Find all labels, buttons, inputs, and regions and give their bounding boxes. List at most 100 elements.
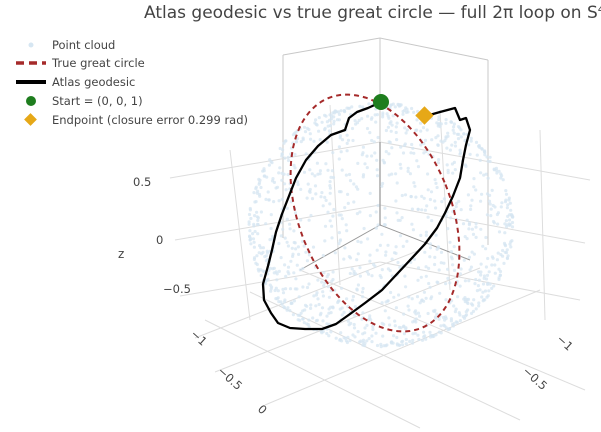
legend-item-true-great-circle[interactable]: True great circle [16,56,145,70]
cloud-point [396,260,400,265]
cloud-point [446,267,450,271]
cloud-point [328,184,332,188]
cloud-point [337,112,341,116]
cloud-point [507,223,511,227]
cloud-point [305,285,310,290]
cloud-point [307,189,311,193]
cloud-point [411,320,415,324]
cloud-point [471,309,476,313]
cloud-point [343,246,347,250]
cloud-point [422,290,426,294]
cloud-point [402,332,406,336]
cloud-point [401,244,405,248]
cloud-point [266,190,270,194]
cloud-point [464,164,468,168]
cloud-point [353,305,357,309]
cloud-point [252,245,256,249]
cloud-point [411,338,415,342]
cloud-point [384,250,388,254]
cloud-point [351,298,355,302]
cloud-point [365,339,369,343]
legend-item-endpoint[interactable]: Endpoint (closure error 0.299 rad) [24,113,248,127]
cloud-point [307,253,311,257]
cloud-point [428,242,432,246]
cloud-point [293,287,297,291]
legend-item-atlas-geodesic[interactable]: Atlas geodesic [16,75,135,89]
cloud-point [328,202,332,206]
cloud-point [301,136,305,140]
cloud-point [387,316,391,320]
cloud-point [419,275,423,279]
cloud-point [418,314,422,318]
cloud-point [375,113,379,117]
cloud-point [361,145,365,149]
cloud-point [411,146,415,150]
series-line-true-great-circle [289,93,461,333]
cloud-point [261,246,265,250]
cloud-point [480,192,484,196]
cloud-point [375,248,379,252]
cloud-point [360,290,365,294]
cloud-point [311,316,315,320]
cloud-point [277,300,281,304]
cloud-point [474,140,479,144]
cloud-point [302,125,307,129]
cloud-point [401,339,405,343]
cloud-point [499,205,503,209]
cloud-point [365,154,369,158]
cloud-point [383,206,387,210]
legend-item-point-cloud[interactable]: Point cloud [28,38,116,52]
cloud-point [509,245,513,249]
cloud-point [282,172,286,176]
point-cloud [247,101,515,349]
cloud-point [308,132,312,136]
cloud-point [381,334,385,338]
cloud-point [403,142,407,146]
cloud-point [318,313,322,317]
marker-endpoint [415,106,434,125]
cloud-point [276,289,280,293]
cloud-point [394,125,398,129]
cloud-point [275,297,279,301]
cloud-point [329,305,333,309]
cloud-point [354,185,358,189]
cloud-point [280,302,284,306]
cloud-point [424,337,428,341]
cloud-point [291,133,295,137]
cloud-point [363,331,367,335]
cloud-point [433,315,438,319]
cloud-point [416,333,420,337]
cloud-point [376,223,380,227]
cloud-point [426,215,430,219]
cloud-point [368,259,372,263]
cloud-point [475,289,479,293]
cloud-point [288,222,292,226]
cloud-point [474,222,478,226]
cloud-point [489,207,493,211]
cloud-point [271,234,275,238]
cloud-point [283,263,287,267]
chart-title: Atlas geodesic vs true great circle — fu… [144,3,601,23]
cloud-point [390,123,394,127]
cloud-point [477,278,481,282]
cloud-point [337,242,341,246]
cloud-point [462,316,467,320]
cloud-point [358,210,362,214]
cloud-point [321,253,325,258]
cloud-point [360,117,364,121]
cloud-point [420,208,424,212]
cloud-point [457,311,461,315]
cloud-point [339,150,343,154]
legend-item-start[interactable]: Start = (0, 0, 1) [26,94,143,108]
cloud-point [502,261,506,265]
cloud-point [283,156,287,160]
legend[interactable]: Point cloud True great circle Atlas geod… [16,38,248,127]
cloud-point [326,210,330,214]
cloud-point [394,172,398,176]
cloud-point [510,215,515,219]
cloud-point [436,134,440,138]
cloud-point [267,198,271,202]
cloud-point [444,326,448,330]
cloud-point [455,320,459,325]
cloud-point [430,138,434,142]
